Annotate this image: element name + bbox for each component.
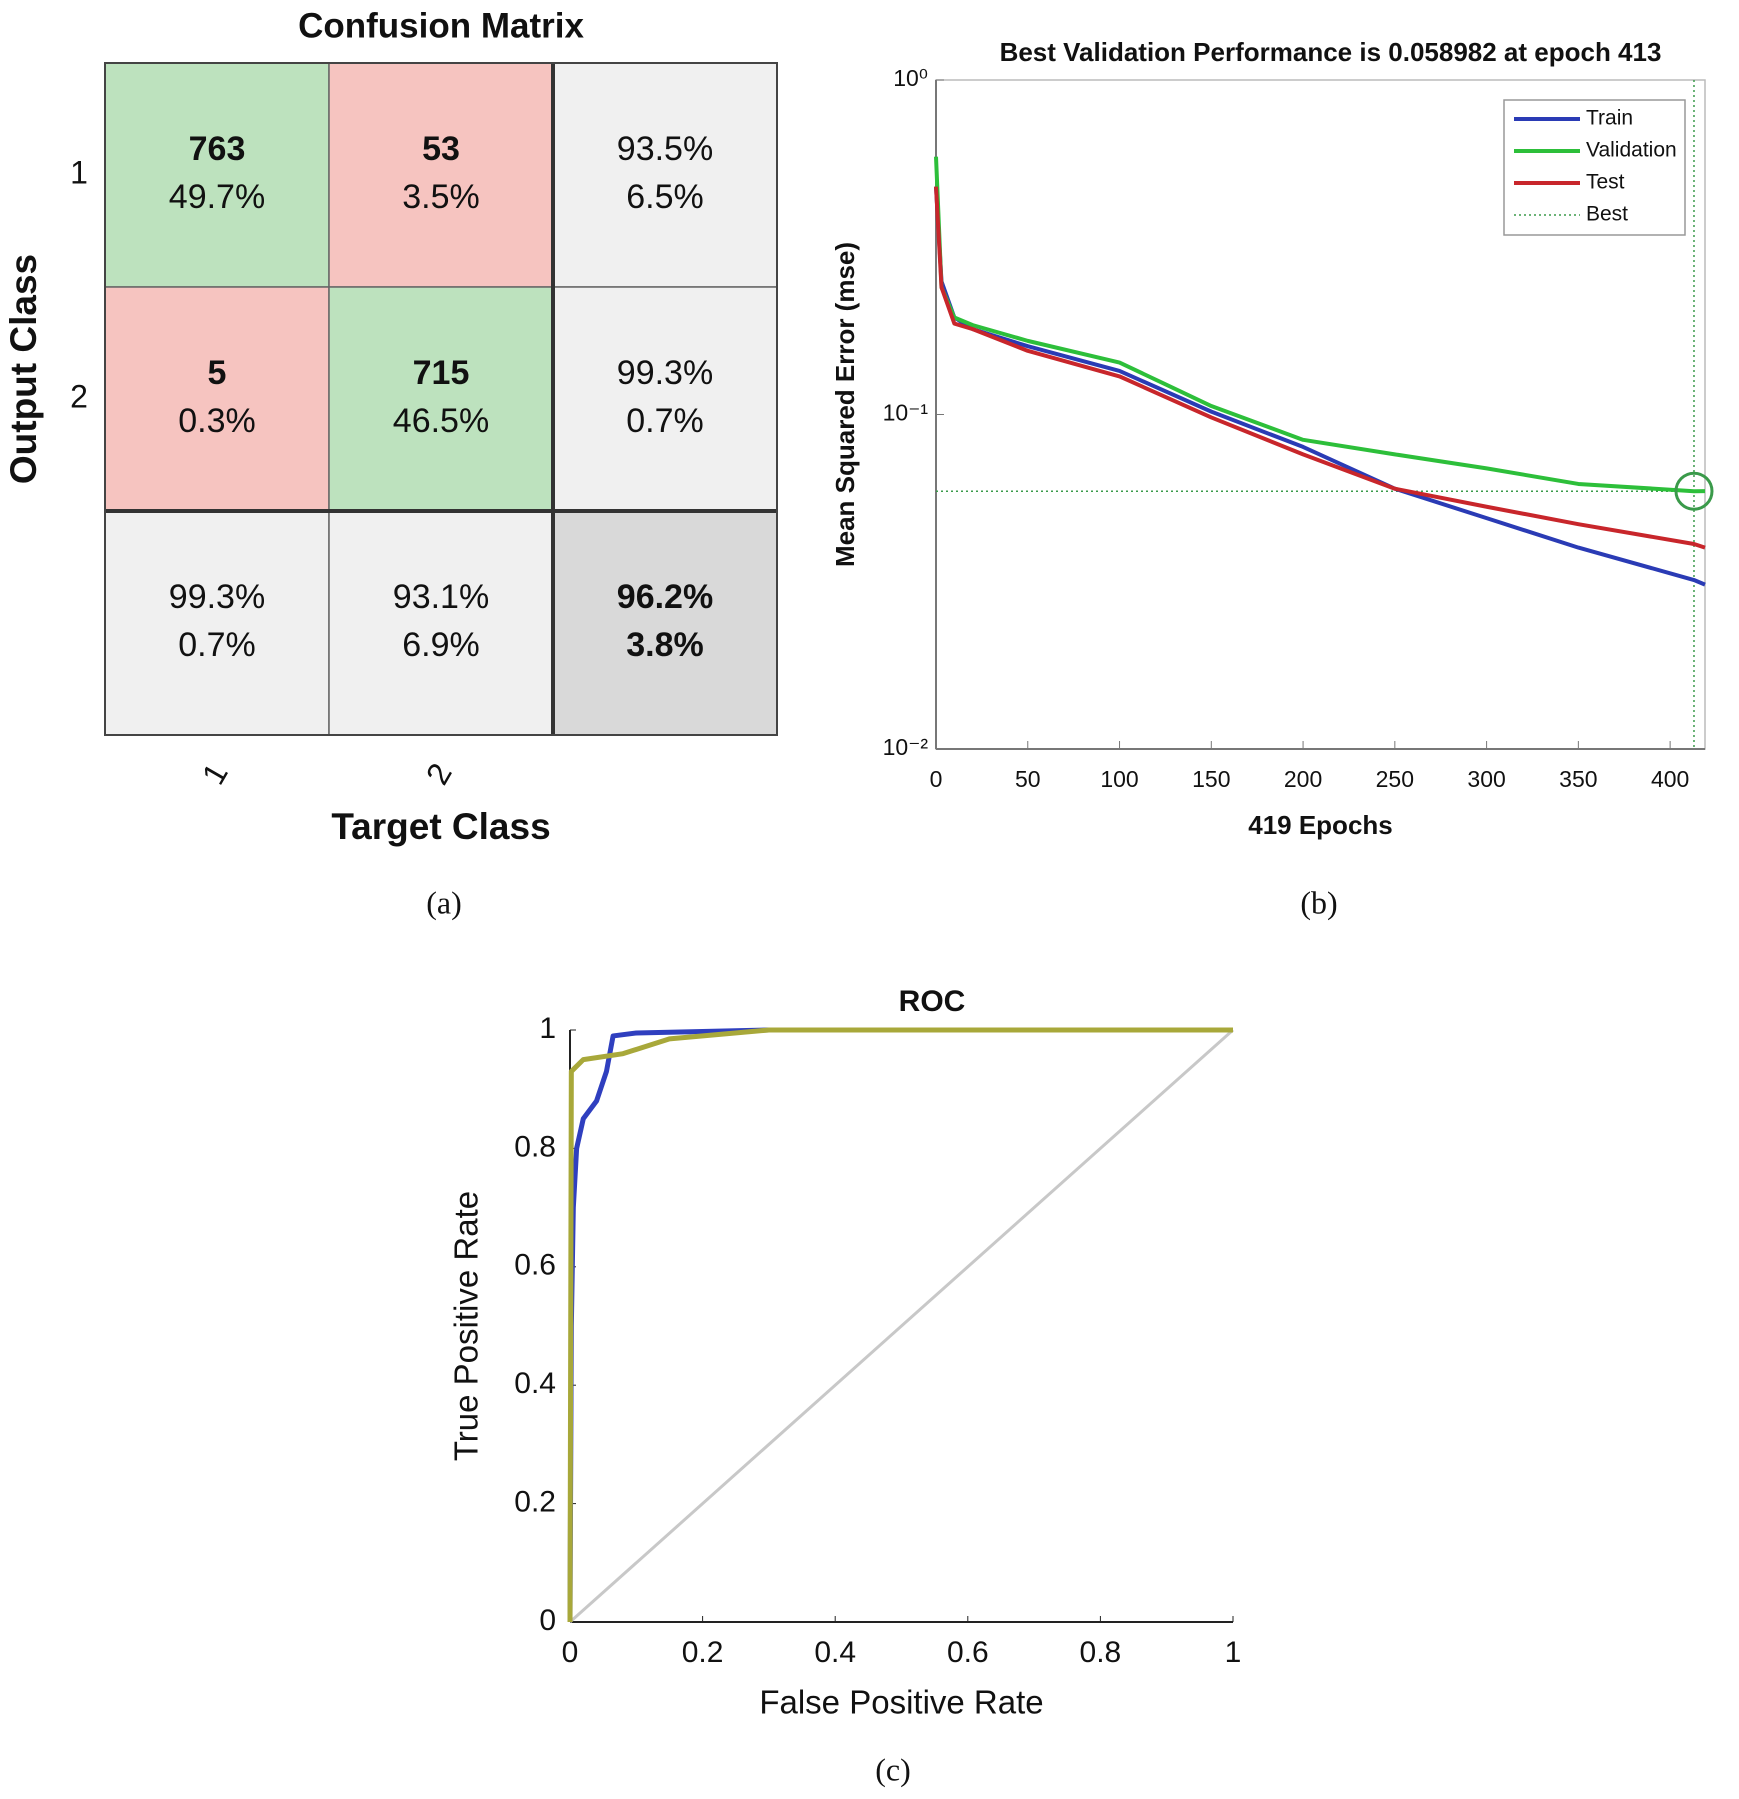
cell-value: 96.2% <box>617 578 713 616</box>
cell-value: 93.5% <box>617 130 713 168</box>
legend-box <box>1503 99 1686 236</box>
x-axis-label: False Positive Rate <box>759 1684 1043 1721</box>
x-axis-label: Target Class <box>331 806 550 847</box>
matrix-cell <box>552 62 778 288</box>
x-tick-label: 50 <box>1015 766 1041 792</box>
cell-value: 93.1% <box>393 578 489 616</box>
cell-percent: 3.5% <box>402 178 480 216</box>
cell-value: 99.3% <box>169 578 265 616</box>
legend-label: Validation <box>1586 139 1677 162</box>
series-line <box>934 156 1706 494</box>
y-tick-label: 10⁻¹ <box>883 400 929 426</box>
legend-label: Train <box>1586 107 1633 130</box>
cell-value: 53 <box>422 130 460 168</box>
x-tick-label: 0.2 <box>682 1636 724 1669</box>
legend-label: Best <box>1586 203 1628 226</box>
y-tick-label: 1 <box>539 1012 556 1045</box>
x-tick-label: 350 <box>1559 766 1597 792</box>
x-tick-label: 2 <box>419 757 459 790</box>
x-tick-label: 0 <box>562 1636 579 1669</box>
cell-value: 715 <box>413 354 470 392</box>
matrix-cell <box>328 510 554 736</box>
y-tick-label: 2 <box>70 378 88 414</box>
caption: (c) <box>875 1751 911 1787</box>
x-tick-label: 1 <box>195 757 235 790</box>
x-tick-label: 0.6 <box>947 1636 989 1669</box>
cell-value: 763 <box>189 130 246 168</box>
caption: (a) <box>426 884 462 920</box>
matrix-cell <box>552 286 778 512</box>
cell-percent: 6.5% <box>626 178 704 216</box>
y-tick-label: 0.8 <box>514 1130 556 1163</box>
x-tick-label: 1 <box>1225 1636 1242 1669</box>
x-tick-label: 100 <box>1100 766 1138 792</box>
cell-percent: 46.5% <box>393 402 489 440</box>
best-marker <box>1674 471 1714 511</box>
x-tick-label: 250 <box>1376 766 1414 792</box>
chart-title: ROC <box>899 985 966 1018</box>
y-tick-label: 0 <box>539 1604 556 1637</box>
matrix-cell <box>328 62 554 288</box>
matrix-frame <box>104 62 778 736</box>
matrix-cell <box>552 510 778 736</box>
matrix-cell <box>104 286 330 512</box>
cell-percent: 0.3% <box>178 402 256 440</box>
cell-percent: 49.7% <box>169 178 265 216</box>
y-tick-label: 10⁰ <box>893 65 928 91</box>
cell-percent: 6.9% <box>402 626 480 664</box>
x-tick-label: 0.4 <box>814 1636 856 1669</box>
series-line <box>934 186 1706 550</box>
x-tick-label: 300 <box>1467 766 1505 792</box>
x-axis-label: 419 Epochs <box>1248 810 1393 840</box>
roc-curve <box>567 1027 1233 1623</box>
caption: (b) <box>1300 884 1337 920</box>
matrix-cell <box>104 62 330 288</box>
y-tick-label: 0.2 <box>514 1486 556 1519</box>
y-tick-label: 1 <box>70 154 88 190</box>
cell-value: 5 <box>208 354 227 392</box>
chart-title: Confusion Matrix <box>298 6 584 45</box>
x-tick-label: 0 <box>930 766 943 792</box>
y-axis-label: True Positive Rate <box>448 1191 485 1461</box>
y-axis-label: Mean Squared Error (mse) <box>830 242 860 567</box>
y-axis-label: Output Class <box>3 254 44 484</box>
x-tick-label: 150 <box>1192 766 1230 792</box>
cell-percent: 3.8% <box>626 626 704 664</box>
y-tick-label: 0.6 <box>514 1249 556 1282</box>
legend-label: Test <box>1586 171 1625 194</box>
y-tick-label: 0.4 <box>514 1367 556 1400</box>
x-tick-label: 400 <box>1651 766 1689 792</box>
roc-curve <box>569 1028 1234 1624</box>
cell-percent: 0.7% <box>626 402 704 440</box>
chart-title: Best Validation Performance is 0.058982 … <box>1000 37 1662 67</box>
cell-percent: 0.7% <box>178 626 256 664</box>
x-tick-label: 0.8 <box>1080 1636 1122 1669</box>
y-tick-label: 10⁻² <box>883 734 929 760</box>
cell-value: 99.3% <box>617 354 713 392</box>
matrix-cell <box>104 510 330 736</box>
x-tick-label: 200 <box>1284 766 1322 792</box>
matrix-cell <box>328 286 554 512</box>
